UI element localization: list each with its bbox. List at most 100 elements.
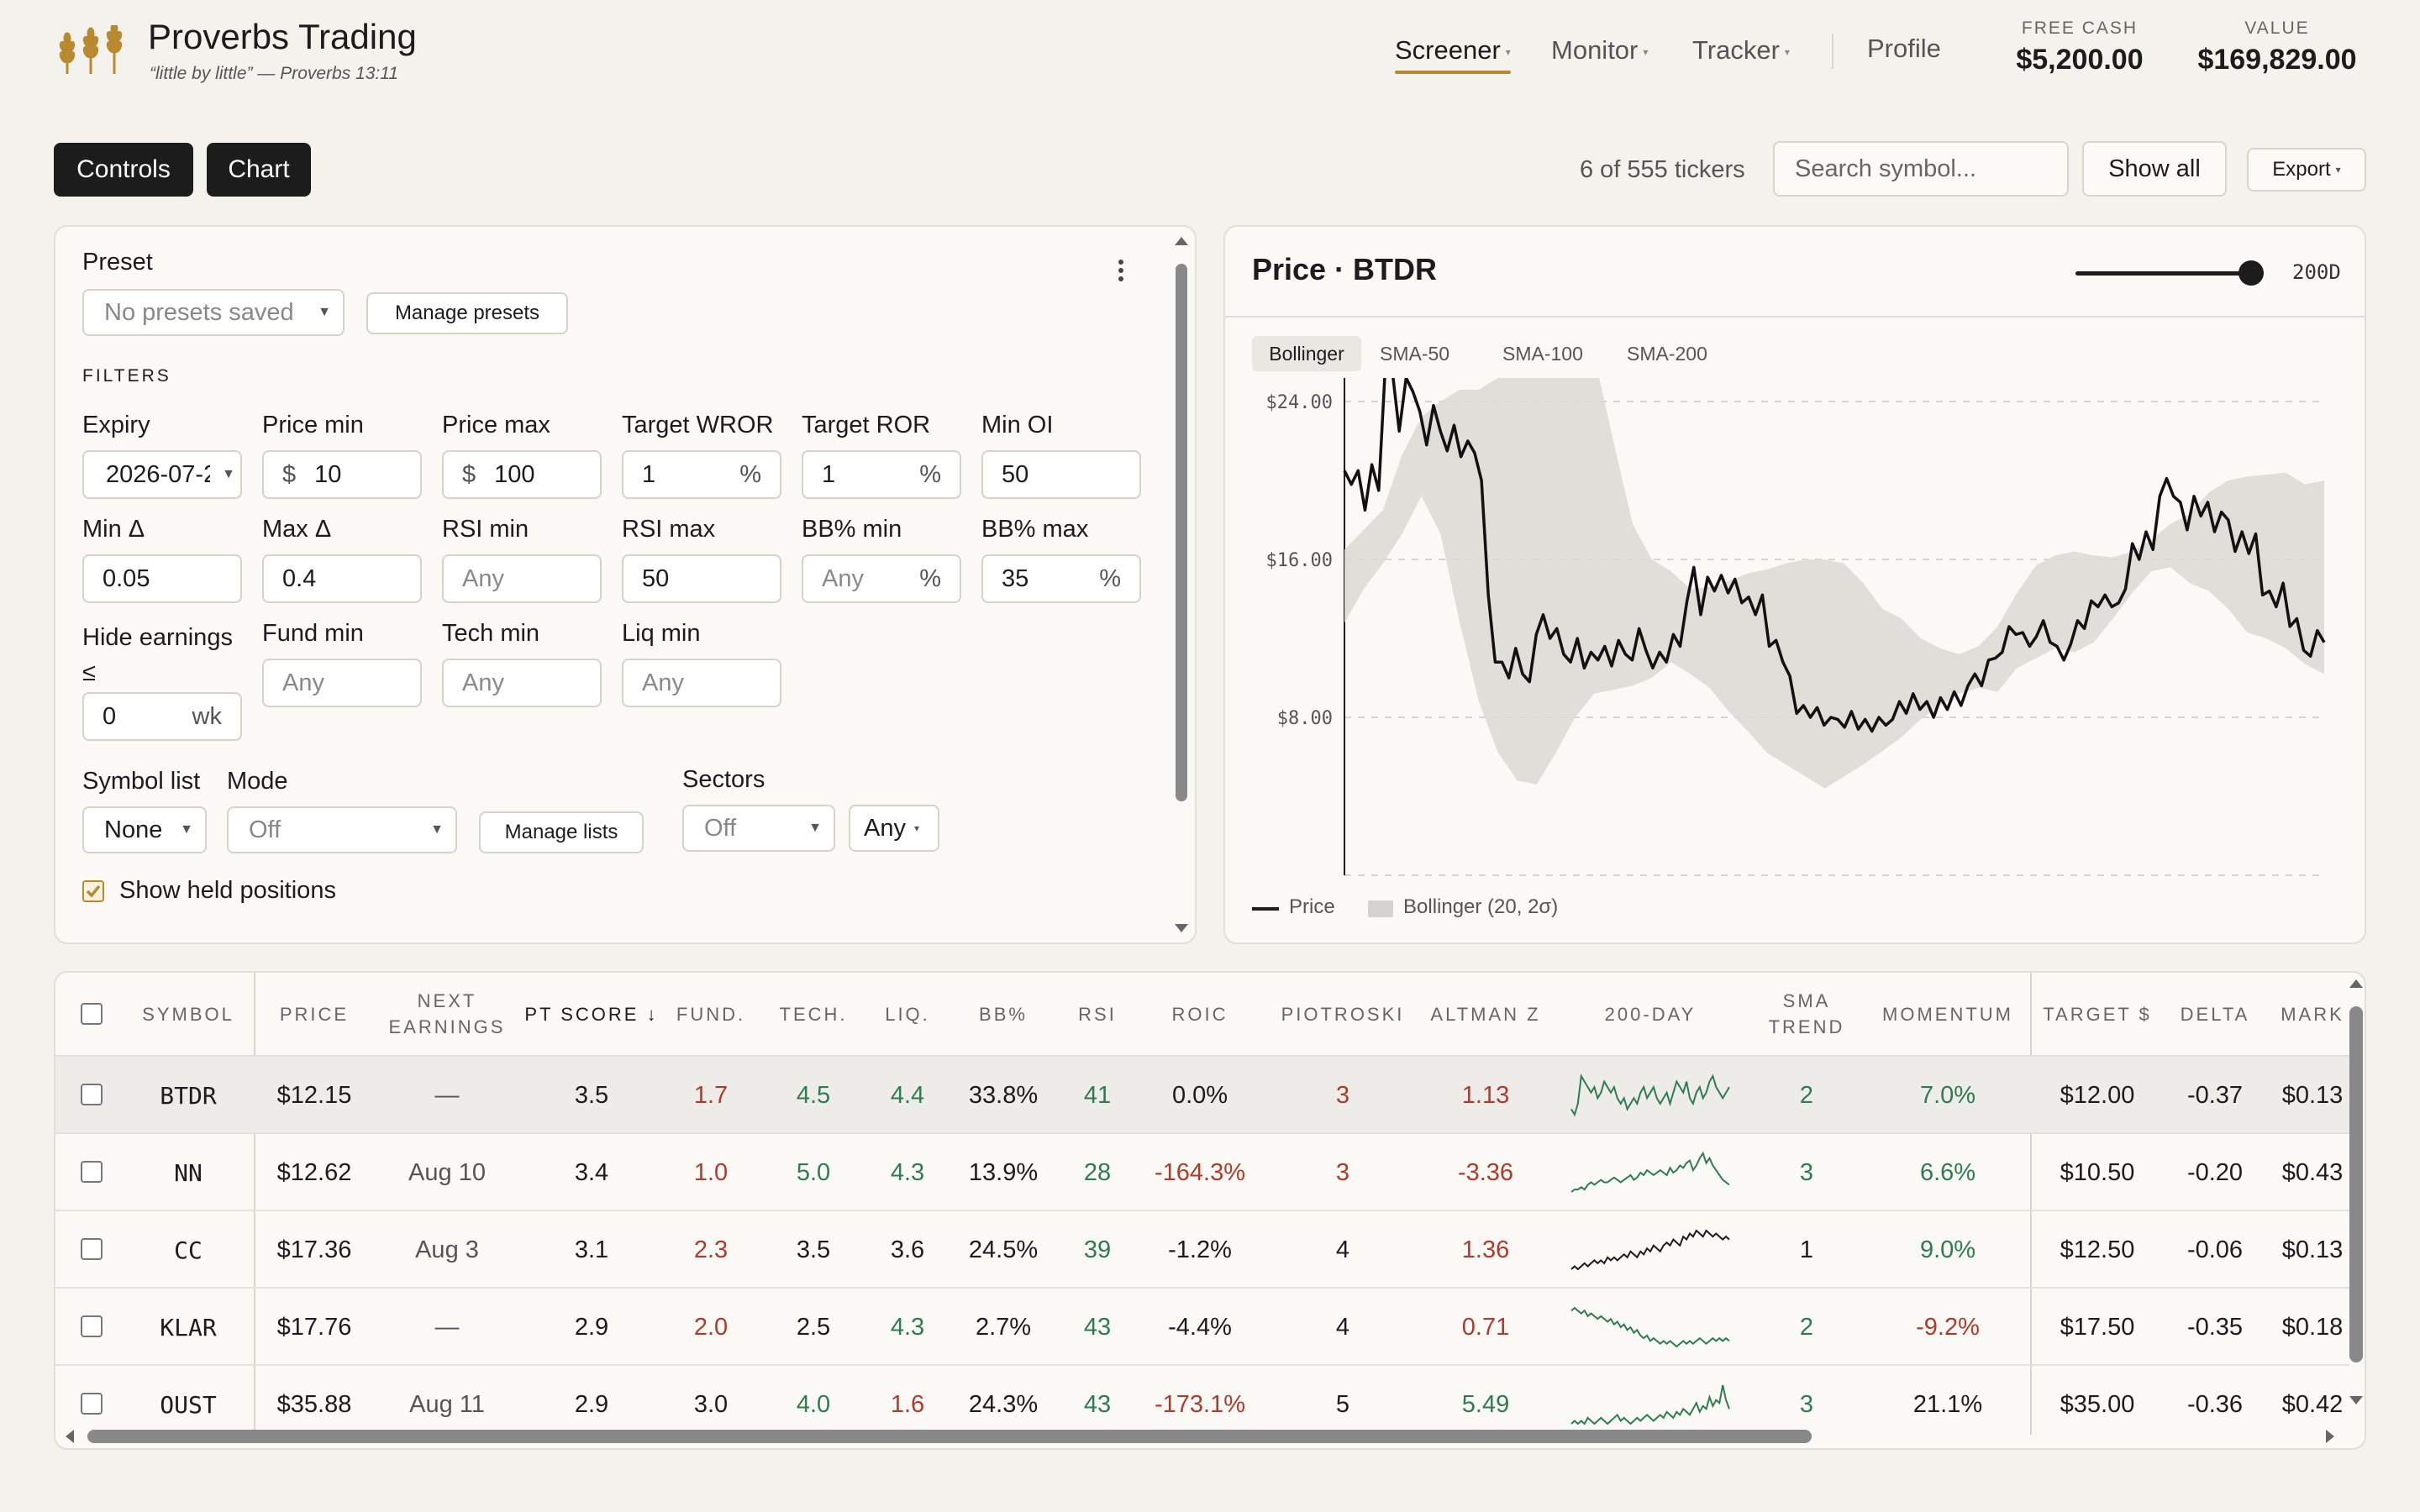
nav-tracker[interactable]: Tracker ▾: [1692, 35, 1790, 66]
cell-sma: 2: [1799, 1313, 1814, 1341]
liq-min-input[interactable]: Any: [622, 659, 781, 707]
slider-handle[interactable]: [2238, 260, 2264, 286]
screener-table: SYMBOL PRICE NEXT EARNINGS PT SCORE ↓ FUND. T…: [54, 971, 2366, 1450]
target-ror-value: 1: [822, 460, 836, 488]
overlay-tab-sma200-label: SMA-200: [1627, 342, 1707, 365]
cell-symbol[interactable]: OUST: [160, 1390, 217, 1419]
column-header[interactable]: TARGET $: [2043, 1003, 2152, 1025]
table-vertical-scrollbar[interactable]: [2346, 976, 2365, 1413]
scroll-down-icon[interactable]: [1175, 924, 1188, 932]
column-header[interactable]: PT SCORE ↓: [524, 1003, 659, 1025]
overlay-tab-bollinger[interactable]: Bollinger: [1252, 336, 1361, 371]
nav-screener-label: Screener: [1395, 35, 1501, 65]
price-max-input[interactable]: $100: [442, 450, 602, 499]
overlay-tab-sma50[interactable]: SMA-50: [1380, 336, 1449, 371]
column-header[interactable]: 200-DAY: [1604, 1003, 1697, 1025]
nav-profile[interactable]: Profile: [1867, 34, 1941, 64]
controls-toggle-button[interactable]: Controls: [54, 143, 193, 197]
expiry-select[interactable]: 2026-07-2 ▼: [82, 450, 242, 499]
min-oi-input[interactable]: 50: [981, 450, 1141, 499]
column-header[interactable]: MARK: [2281, 1003, 2344, 1025]
table-horizontal-scrollbar[interactable]: [60, 1426, 2343, 1446]
min-delta-input[interactable]: 0.05: [82, 554, 242, 603]
sectors-select[interactable]: Off ▼: [682, 805, 835, 852]
cell-sma: 3: [1799, 1390, 1814, 1418]
table-row[interactable]: KLAR $17.76 — 2.9 2.0 2.5 4.3 2.7% 43 -4.4% 4 0.71 2…: [55, 1287, 2349, 1364]
select-all-checkbox[interactable]: [81, 1003, 103, 1025]
column-header[interactable]: NEXT EARNINGS: [388, 990, 506, 1037]
row-checkbox[interactable]: [81, 1238, 103, 1260]
fund-min-input[interactable]: Any: [262, 659, 422, 707]
column-header[interactable]: BB%: [979, 1003, 1028, 1025]
overlay-tab-sma200[interactable]: SMA-200: [1627, 336, 1707, 371]
nav-screener[interactable]: Screener ▾: [1395, 35, 1511, 74]
column-header[interactable]: ALTMAN Z: [1430, 1003, 1541, 1025]
preset-select[interactable]: No presets saved ▼: [82, 289, 345, 336]
search-input[interactable]: [1773, 141, 2069, 197]
weeks-suffix: wk: [192, 702, 222, 730]
manage-lists-button[interactable]: Manage lists: [479, 811, 644, 853]
sectors-any-dropdown[interactable]: Any ▾: [849, 805, 939, 852]
cell-symbol[interactable]: NN: [174, 1158, 203, 1187]
column-header[interactable]: RSI: [1078, 1003, 1117, 1025]
export-button[interactable]: Export ▾: [2247, 148, 2366, 192]
overlay-tab-sma100[interactable]: SMA-100: [1502, 336, 1583, 371]
kebab-menu-icon[interactable]: [1116, 257, 1126, 284]
rsi-min-input[interactable]: Any: [442, 554, 602, 603]
target-ror-input[interactable]: 1%: [802, 450, 961, 499]
chevron-down-icon: ▾: [1505, 45, 1511, 58]
column-header[interactable]: PIOTROSKI: [1281, 1003, 1405, 1025]
rsi-max-input[interactable]: 50: [622, 554, 781, 603]
column-header[interactable]: LIQ.: [885, 1003, 930, 1025]
cell-symbol[interactable]: BTDR: [160, 1081, 217, 1110]
chart-toggle-button[interactable]: Chart: [207, 143, 311, 197]
bb-max-input[interactable]: 35%: [981, 554, 1141, 603]
cell-momentum: 7.0%: [1919, 1081, 1976, 1109]
column-header[interactable]: DELTA: [2180, 1003, 2250, 1025]
table-row[interactable]: NN $12.62 Aug 10 3.4 1.0 5.0 4.3 13.9% 28 -164.3%…: [55, 1132, 2349, 1210]
scroll-right-icon[interactable]: [2326, 1430, 2334, 1443]
table-row[interactable]: CC $17.36 Aug 3 3.1 2.3 3.5 3.6 24.5% 39 -1.2% 4 1.…: [55, 1210, 2349, 1287]
row-checkbox[interactable]: [81, 1084, 103, 1105]
max-delta-input[interactable]: 0.4: [262, 554, 422, 603]
column-header[interactable]: FUND.: [676, 1003, 746, 1025]
scrollbar-thumb[interactable]: [87, 1430, 1812, 1443]
column-header[interactable]: TECH.: [779, 1003, 848, 1025]
row-checkbox[interactable]: [81, 1315, 103, 1337]
mode-select[interactable]: Off ▼: [227, 806, 457, 853]
row-checkbox[interactable]: [81, 1393, 103, 1415]
table-row[interactable]: BTDR $12.15 — 3.5 1.7 4.5 4.4 33.8% 41 0.0% 3 1.13 2…: [55, 1055, 2349, 1132]
target-wror-input[interactable]: 1%: [622, 450, 781, 499]
manage-presets-button[interactable]: Manage presets: [366, 292, 568, 334]
range-slider[interactable]: [2075, 260, 2269, 286]
column-header[interactable]: SYMBOL: [142, 1003, 234, 1025]
cell-symbol[interactable]: CC: [174, 1236, 203, 1264]
hide-earnings-input[interactable]: 0 wk: [82, 692, 242, 741]
expiry-value: 2026-07-2: [106, 460, 210, 488]
cell-symbol[interactable]: KLAR: [160, 1313, 217, 1341]
scroll-left-icon[interactable]: [66, 1430, 74, 1443]
scrollbar-thumb[interactable]: [1176, 264, 1187, 801]
symbol-list-select[interactable]: None ▼: [82, 806, 207, 853]
column-header[interactable]: SMA TREND: [1768, 990, 1845, 1037]
row-checkbox[interactable]: [81, 1161, 103, 1183]
show-all-button[interactable]: Show all: [2082, 141, 2227, 197]
scroll-up-icon[interactable]: [1175, 237, 1188, 245]
max-delta-value: 0.4: [282, 564, 317, 592]
scroll-up-icon[interactable]: [2349, 979, 2363, 988]
scroll-down-icon[interactable]: [2349, 1396, 2363, 1404]
tech-min-input[interactable]: Any: [442, 659, 602, 707]
nav-monitor[interactable]: Monitor ▾: [1551, 35, 1648, 66]
controls-scrollbar[interactable]: [1173, 234, 1190, 939]
column-header[interactable]: MOMENTUM: [1882, 1003, 2013, 1025]
column-header[interactable]: PRICE: [279, 1003, 350, 1025]
column-header[interactable]: ROIC: [1171, 1003, 1228, 1025]
cell-rsi: 43: [1083, 1390, 1112, 1418]
cell-sma: 1: [1799, 1236, 1814, 1263]
cell-delta: -0.20: [2186, 1158, 2244, 1186]
price-min-input[interactable]: $10: [262, 450, 422, 499]
table-row[interactable]: OUST $35.88 Aug 11 2.9 3.0 4.0 1.6 24.3% 43 -173.…: [55, 1364, 2349, 1435]
scrollbar-thumb[interactable]: [2349, 1006, 2363, 1362]
bb-min-input[interactable]: Any%: [802, 554, 961, 603]
show-held-checkbox[interactable]: [82, 880, 104, 902]
